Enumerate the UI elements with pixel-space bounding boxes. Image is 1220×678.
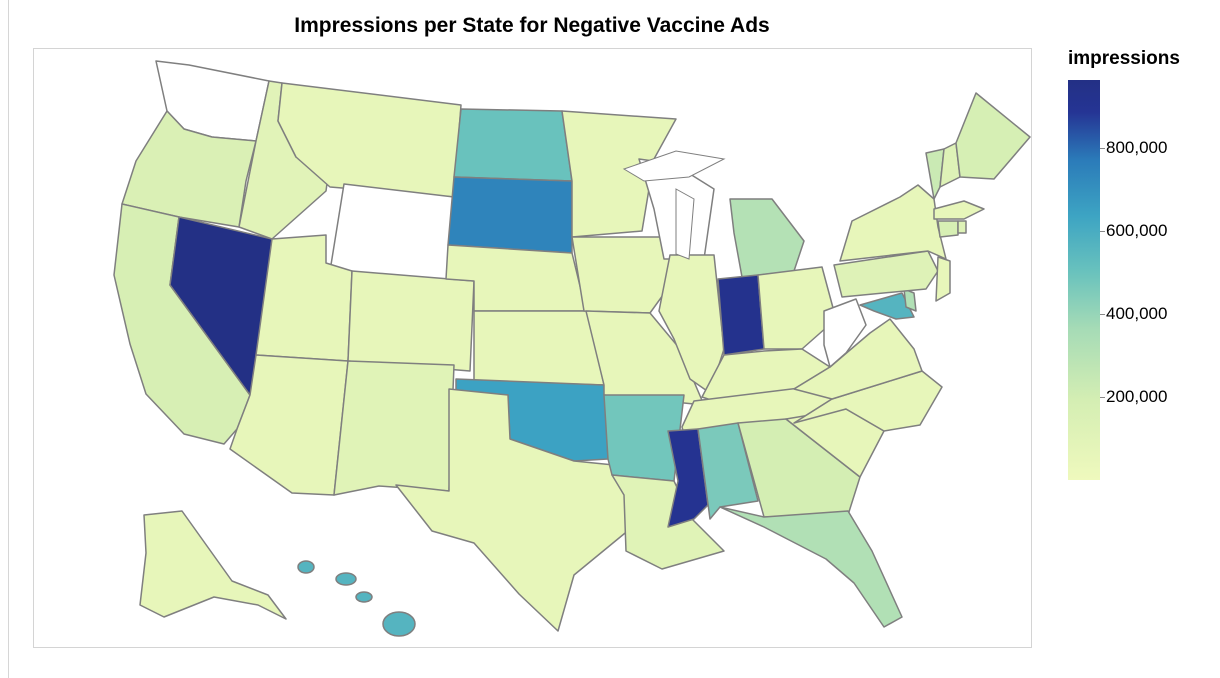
state-tx bbox=[395, 388, 633, 632]
state-hi-island bbox=[297, 560, 315, 574]
state-oh bbox=[757, 266, 837, 350]
state-wv bbox=[823, 298, 867, 368]
legend-color-ramp bbox=[1068, 80, 1100, 480]
state-in bbox=[717, 274, 765, 356]
state-wy bbox=[329, 183, 455, 282]
state-hi-island bbox=[382, 611, 416, 637]
state-nm bbox=[333, 360, 455, 496]
state-hi-island bbox=[355, 591, 373, 603]
state-mn bbox=[561, 110, 677, 238]
state-me bbox=[955, 92, 1031, 180]
legend-tick bbox=[1100, 397, 1105, 398]
legend-tick-label: 200,000 bbox=[1106, 387, 1168, 406]
state-or bbox=[121, 110, 257, 228]
state-ak bbox=[139, 510, 287, 620]
state-de bbox=[903, 288, 917, 312]
state-ri bbox=[957, 220, 967, 234]
legend-tick bbox=[1100, 231, 1105, 232]
state-nd bbox=[453, 108, 573, 182]
state-fl bbox=[719, 506, 903, 628]
state-ct bbox=[937, 220, 959, 238]
great-lake bbox=[622, 150, 726, 182]
chart-title: Impressions per State for Negative Vacci… bbox=[294, 14, 770, 37]
state-al bbox=[697, 422, 759, 520]
great-lake bbox=[675, 188, 695, 260]
state-ny bbox=[839, 184, 947, 262]
legend-tick-label: 400,000 bbox=[1106, 304, 1168, 323]
map-frame bbox=[33, 48, 1032, 648]
state-ga bbox=[737, 418, 861, 518]
state-sd bbox=[447, 176, 573, 254]
state-mt bbox=[277, 82, 462, 198]
state-md bbox=[859, 292, 915, 320]
state-nj bbox=[935, 256, 951, 302]
legend-tick bbox=[1100, 314, 1105, 315]
legend-tick-label: 600,000 bbox=[1106, 221, 1168, 240]
legend-title: impressions bbox=[1068, 48, 1180, 69]
window-left-edge bbox=[8, 0, 9, 678]
state-il bbox=[658, 254, 725, 394]
state-co bbox=[347, 270, 475, 372]
legend-tick-label: 800,000 bbox=[1106, 138, 1168, 157]
state-hi-island bbox=[335, 572, 357, 586]
state-ma bbox=[933, 200, 985, 220]
state-mi bbox=[729, 198, 805, 278]
state-ks bbox=[473, 310, 605, 386]
legend-tick bbox=[1100, 148, 1105, 149]
us-state-map bbox=[113, 60, 1031, 637]
